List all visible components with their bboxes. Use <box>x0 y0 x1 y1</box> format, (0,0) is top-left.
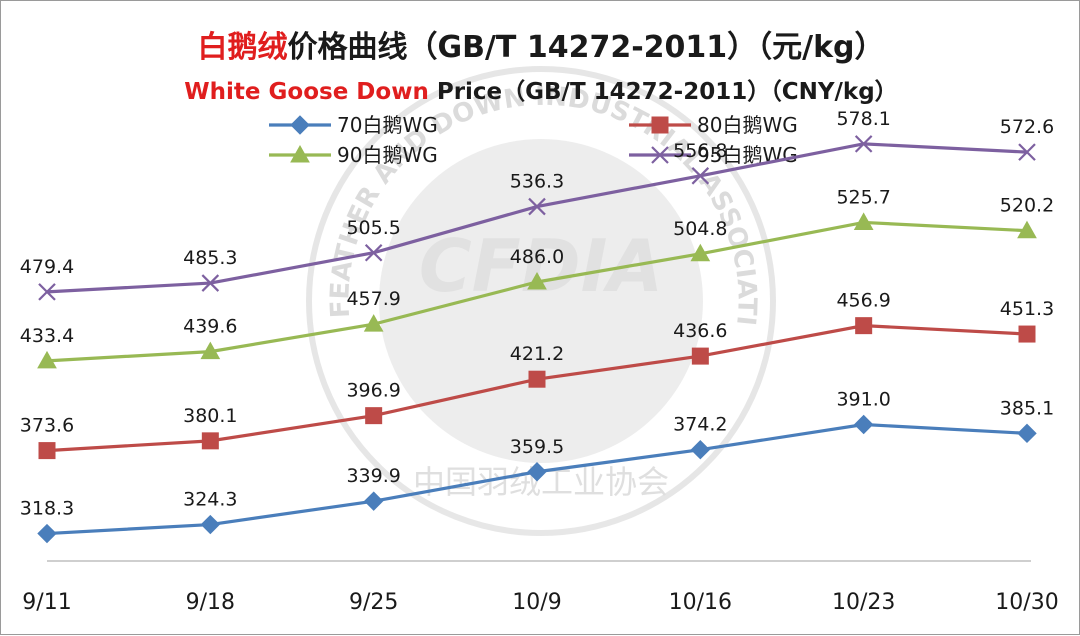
watermark-outer-ring <box>306 66 776 536</box>
data-point <box>363 491 384 511</box>
data-point <box>200 514 221 535</box>
data-label: 324.3 <box>183 489 237 511</box>
data-point <box>854 135 873 153</box>
chart-subtitle: White Goose Down Price（GB/T 14272-2011）（… <box>184 78 897 105</box>
data-label: 572.6 <box>1000 116 1054 138</box>
data-point <box>1018 325 1036 343</box>
data-point <box>364 243 383 262</box>
data-label: 339.9 <box>346 465 400 487</box>
data-point <box>1017 423 1037 444</box>
data-label: 486.0 <box>510 246 564 268</box>
x-tick-label: 9/11 <box>22 590 71 615</box>
data-label: 456.9 <box>836 290 890 312</box>
data-label: 385.1 <box>1000 397 1054 419</box>
data-label: 536.3 <box>510 171 564 193</box>
data-label: 485.3 <box>183 247 237 269</box>
data-point <box>690 243 711 262</box>
x-tick-label: 10/23 <box>832 590 895 615</box>
data-label: 479.4 <box>20 256 74 278</box>
legend-marker <box>290 115 310 135</box>
series-4: 479.4 485.3 505.5 536.3 556.8 578.1 572.6 <box>20 108 1054 301</box>
data-label: 451.3 <box>1000 298 1054 320</box>
data-label: 421.2 <box>510 343 564 365</box>
legend-item: 70白鹅WG <box>269 113 438 137</box>
data-point <box>38 442 56 460</box>
legend-item: 95白鹅WG <box>629 143 798 167</box>
data-point <box>853 212 874 230</box>
x-tick-label: 10/30 <box>995 590 1058 615</box>
data-label: 439.6 <box>183 316 237 338</box>
data-point <box>1017 220 1037 239</box>
data-point <box>528 370 546 388</box>
data-label: 457.9 <box>346 288 400 310</box>
legend-label: 90白鹅WG <box>337 143 438 167</box>
legend-label: 80白鹅WG <box>697 113 798 137</box>
data-label: 436.6 <box>673 320 727 342</box>
data-point <box>853 414 874 435</box>
legend-marker <box>290 144 310 163</box>
data-point <box>528 197 546 216</box>
chart-title-highlight: 白鹅绒 <box>197 30 287 65</box>
data-label: 318.3 <box>20 498 74 520</box>
legend-label: 70白鹅WG <box>337 113 438 137</box>
data-label: 359.5 <box>510 436 564 458</box>
chart-subtitle-rest: Price（GB/T 14272-2011）（CNY/kg） <box>429 78 898 105</box>
data-label: 525.7 <box>836 186 890 208</box>
data-label: 520.2 <box>1000 195 1054 217</box>
legend-item: 80白鹅WG <box>629 113 798 137</box>
data-point <box>527 462 547 482</box>
data-point <box>1018 143 1036 161</box>
series-3: 433.4 439.6 457.9 486.0 504.8 525.7 520.2 <box>20 186 1054 369</box>
x-tick-label: 9/25 <box>349 590 398 615</box>
data-point <box>38 283 56 301</box>
data-label: 578.1 <box>836 108 890 130</box>
data-label: 391.0 <box>836 389 890 411</box>
data-point <box>690 439 711 460</box>
data-label: 505.5 <box>346 217 400 239</box>
chart-subtitle-highlight: White Goose Down <box>184 79 429 105</box>
data-point <box>201 274 220 292</box>
data-point <box>527 271 547 290</box>
data-point <box>855 317 873 335</box>
data-point <box>691 347 709 365</box>
data-point <box>200 341 221 360</box>
data-point <box>365 407 383 425</box>
x-tick-label: 9/18 <box>186 590 235 615</box>
data-label: 433.4 <box>20 325 74 347</box>
chart-title: 白鹅绒价格曲线（GB/T 14272-2011）（元/kg） <box>197 30 884 65</box>
data-label: 380.1 <box>183 405 237 427</box>
data-point <box>363 314 384 332</box>
x-tick-label: 10/9 <box>512 590 561 615</box>
series-1: 318.3 324.3 339.9 359.5 374.2 391.0 385.1 <box>20 389 1054 544</box>
x-tick-label: 10/16 <box>669 590 732 615</box>
data-label: 374.2 <box>673 414 727 436</box>
data-label: 556.8 <box>673 140 727 162</box>
legend-label: 95白鹅WG <box>697 143 798 167</box>
watermark-inner-disc <box>379 139 703 463</box>
chart-title-rest: 价格曲线（GB/T 14272-2011）（元/kg） <box>287 30 884 65</box>
x-axis-ticks: 9/11 9/18 9/25 10/9 10/16 10/23 10/30 <box>22 590 1058 615</box>
data-label: 373.6 <box>20 415 74 437</box>
legend-marker <box>651 116 669 134</box>
data-point <box>691 167 710 185</box>
legend-marker <box>651 146 669 164</box>
data-point <box>201 432 219 450</box>
data-label: 504.8 <box>673 218 727 240</box>
legend: 70白鹅WG 80白鹅WG 90白鹅WG 95白鹅WG <box>269 113 798 167</box>
data-label: 396.9 <box>346 380 400 402</box>
legend-item: 90白鹅WG <box>269 143 438 167</box>
series-2: 373.6 380.1 396.9 421.2 436.6 456.9 451.3 <box>20 290 1054 460</box>
data-point <box>37 523 57 544</box>
data-point <box>37 350 57 369</box>
